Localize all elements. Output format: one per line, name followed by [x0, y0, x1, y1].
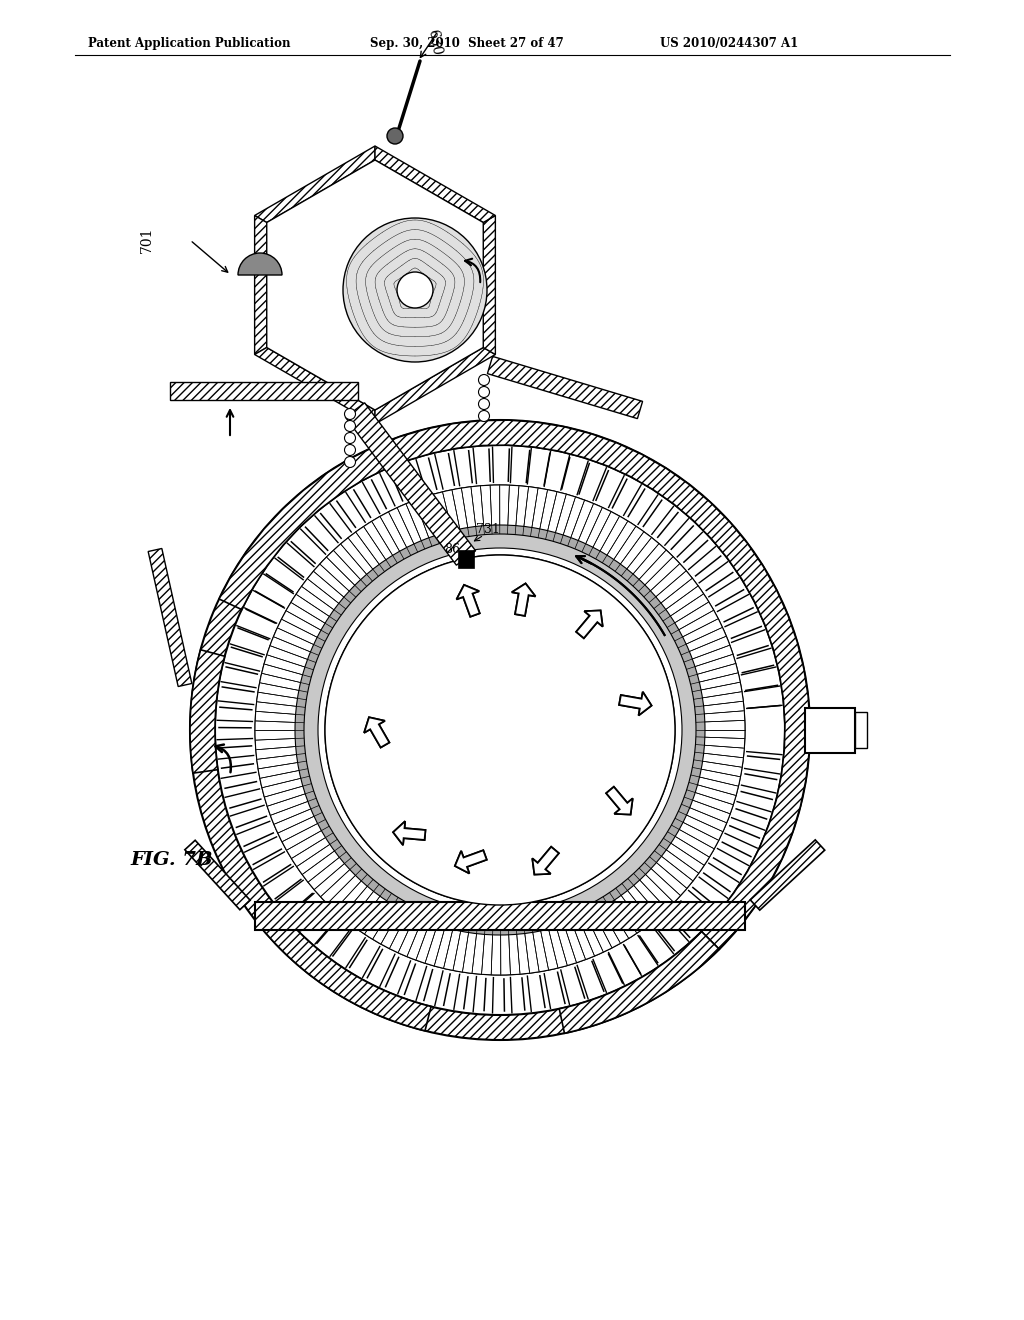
Polygon shape [375, 347, 496, 424]
Circle shape [397, 272, 433, 308]
Bar [458, 550, 474, 568]
Polygon shape [457, 585, 479, 616]
Polygon shape [606, 787, 633, 814]
Polygon shape [345, 403, 475, 565]
Text: 731: 731 [476, 523, 500, 536]
Wedge shape [304, 535, 696, 927]
Polygon shape [365, 717, 389, 747]
Text: 630: 630 [425, 28, 443, 55]
Polygon shape [365, 717, 389, 747]
Text: FIG. 7B: FIG. 7B [130, 851, 213, 869]
Polygon shape [185, 841, 250, 909]
Circle shape [253, 483, 746, 977]
Polygon shape [487, 356, 643, 418]
Polygon shape [256, 906, 431, 1031]
Text: 701: 701 [140, 227, 154, 253]
Circle shape [478, 375, 489, 385]
Polygon shape [620, 692, 651, 715]
Polygon shape [375, 147, 496, 223]
Polygon shape [577, 610, 603, 638]
Circle shape [325, 554, 675, 906]
Polygon shape [532, 847, 559, 875]
Polygon shape [255, 215, 266, 355]
Circle shape [325, 554, 675, 906]
Wedge shape [238, 253, 282, 275]
Polygon shape [266, 160, 483, 411]
Polygon shape [483, 215, 496, 355]
Circle shape [478, 387, 489, 397]
Bar [805, 708, 855, 752]
Polygon shape [559, 932, 719, 1034]
Text: Patent Application Publication: Patent Application Publication [88, 37, 291, 50]
Polygon shape [170, 381, 358, 400]
Polygon shape [148, 549, 191, 686]
Polygon shape [393, 821, 425, 845]
Polygon shape [532, 847, 559, 875]
Wedge shape [295, 525, 705, 935]
Wedge shape [343, 218, 487, 362]
Polygon shape [512, 583, 536, 616]
Polygon shape [255, 147, 375, 223]
Polygon shape [751, 840, 824, 911]
Text: US 2010/0244307 A1: US 2010/0244307 A1 [660, 37, 799, 50]
Polygon shape [577, 610, 603, 638]
Circle shape [344, 433, 355, 444]
Polygon shape [512, 583, 536, 616]
Polygon shape [455, 850, 486, 874]
Wedge shape [190, 420, 810, 1040]
Circle shape [344, 408, 355, 420]
Polygon shape [219, 420, 810, 949]
Circle shape [478, 399, 489, 409]
Circle shape [344, 457, 355, 467]
Polygon shape [455, 850, 486, 874]
Wedge shape [255, 484, 745, 975]
Polygon shape [190, 649, 224, 774]
Bar [855, 711, 867, 748]
Circle shape [478, 411, 489, 421]
Text: Sep. 30, 2010  Sheet 27 of 47: Sep. 30, 2010 Sheet 27 of 47 [370, 37, 564, 50]
Polygon shape [393, 821, 425, 845]
Text: 86: 86 [444, 543, 460, 556]
Polygon shape [255, 902, 745, 931]
Circle shape [344, 421, 355, 432]
Circle shape [387, 128, 403, 144]
Circle shape [344, 445, 355, 455]
Polygon shape [606, 787, 633, 814]
Polygon shape [255, 347, 375, 424]
Polygon shape [457, 585, 479, 616]
Wedge shape [255, 484, 745, 975]
Polygon shape [620, 692, 651, 715]
